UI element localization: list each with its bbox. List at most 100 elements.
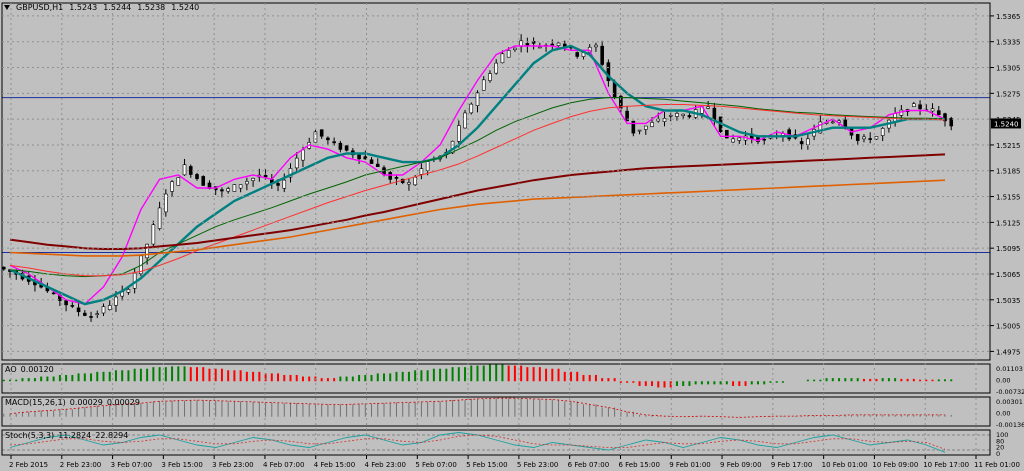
candle-body [301, 149, 305, 161]
time-tick-label: 2 Feb 2015 [9, 461, 48, 469]
candle-body [83, 312, 87, 316]
stoch-d-line [9, 434, 946, 450]
candle-body [612, 82, 617, 98]
candle-body [145, 243, 149, 259]
candle-body [64, 300, 68, 306]
time-tick-label: 4 Feb 07:00 [263, 461, 304, 469]
candle-body [469, 103, 474, 114]
candle-body [394, 177, 399, 179]
time-tick-label: 3 Feb 15:00 [161, 461, 202, 469]
candle-body [170, 181, 174, 192]
candle-body [245, 181, 249, 185]
time-tick-label: 3 Feb 07:00 [111, 461, 152, 469]
time-tick-label: 10 Feb 01:00 [822, 461, 868, 469]
candle-body [463, 112, 467, 129]
candle-body [276, 183, 280, 186]
candle-body [332, 141, 336, 144]
candle-body [637, 129, 642, 132]
candle-body [313, 131, 318, 143]
chart-title: GBPUSD,H1 1.5243 1.5244 1.5238 1.5240 [4, 3, 199, 12]
time-tick-label: 9 Feb 01:00 [669, 461, 710, 469]
candle-body [880, 128, 885, 136]
chevron-down-icon[interactable] [4, 5, 10, 10]
candle-body [157, 207, 162, 229]
candle-body [943, 113, 947, 122]
candle-body [388, 172, 393, 180]
macd-label: MACD(15,26,1) 0.00029 0.00029 [5, 398, 144, 407]
stoch-axis-label: 80 [996, 437, 1004, 445]
time-tick-label: 11 Feb 01:00 [974, 461, 1020, 469]
candle-body [650, 122, 654, 127]
candle-body [375, 163, 380, 168]
macd-panel [3, 397, 952, 418]
candle-body [338, 142, 343, 150]
price-tick-label: 1.5125 [996, 219, 1021, 227]
candle-body [725, 129, 729, 139]
candle-body [731, 138, 735, 143]
stoch-value-2: 22.8294 [95, 431, 129, 440]
time-tick-label: 9 Feb 17:00 [771, 461, 812, 469]
candle-body [625, 110, 629, 122]
candle-body [195, 174, 199, 179]
candle-body [862, 136, 866, 140]
candle-body [70, 305, 75, 307]
candle-body [182, 164, 187, 176]
macd-signal-line [9, 397, 945, 418]
time-tick-label: 6 Feb 07:00 [568, 461, 609, 469]
candle-body [89, 316, 93, 318]
candle-body [606, 62, 611, 82]
time-tick-label: 5 Feb 15:00 [466, 461, 507, 469]
candle-body [675, 113, 679, 117]
macd-axis-label: 0.00 [996, 410, 1010, 418]
stoch-label: Stoch(5,3,3) 11.2824 22.8294 [5, 431, 132, 440]
panel-frame [1, 429, 991, 456]
candle-body [294, 157, 299, 169]
candle-body [357, 154, 361, 160]
moving-average-line [9, 104, 946, 277]
time-tick-label: 9 Feb 09:00 [720, 461, 761, 469]
ao-panel [2, 364, 953, 388]
macd-axis-label: 0.00301 [996, 398, 1023, 406]
stoch-axis-label: 100 [996, 431, 1008, 439]
candle-body [681, 113, 686, 116]
price-tick-label: 1.5005 [996, 323, 1021, 331]
candle-body [226, 188, 230, 192]
candle-body [494, 62, 499, 74]
candle-body [407, 182, 411, 185]
candle-body [918, 104, 922, 110]
ohlc-low: 1.5238 [137, 3, 166, 12]
candle-body [51, 292, 56, 295]
panel-frame [1, 2, 991, 361]
candle-body [550, 43, 555, 46]
stoch-axis-label: 20 [996, 444, 1004, 452]
candle-body [818, 121, 823, 134]
macd-value-1: 0.00029 [69, 398, 103, 407]
candle-body [232, 184, 237, 192]
candle-body [326, 137, 330, 141]
stoch-panel [2, 432, 990, 453]
candle-body [126, 289, 131, 293]
price-tick-label: 1.5065 [996, 271, 1021, 279]
candle-body [201, 176, 206, 186]
candle-body [712, 107, 717, 121]
candle-body [425, 161, 430, 171]
ohlc-close: 1.5240 [171, 3, 200, 12]
time-tick-label: 3 Feb 23:00 [212, 461, 253, 469]
candle-body [936, 110, 941, 115]
candle-body [830, 121, 835, 124]
candle-body [344, 145, 349, 151]
candle-body [500, 53, 505, 64]
candle-body [538, 46, 542, 49]
stoch-axis-label: 0 [996, 450, 1000, 458]
price-tick-label: 1.5215 [996, 142, 1021, 150]
candle-body [949, 117, 954, 127]
ao-axis-label: 0.00 [996, 377, 1010, 385]
time-tick-label: 6 Feb 15:00 [618, 461, 659, 469]
price-tag-bg [991, 118, 1021, 129]
macd-name: MACD(15,26,1) [5, 398, 66, 407]
candle-body [506, 50, 511, 58]
main-plot [1, 34, 990, 322]
candle-body [912, 103, 916, 107]
